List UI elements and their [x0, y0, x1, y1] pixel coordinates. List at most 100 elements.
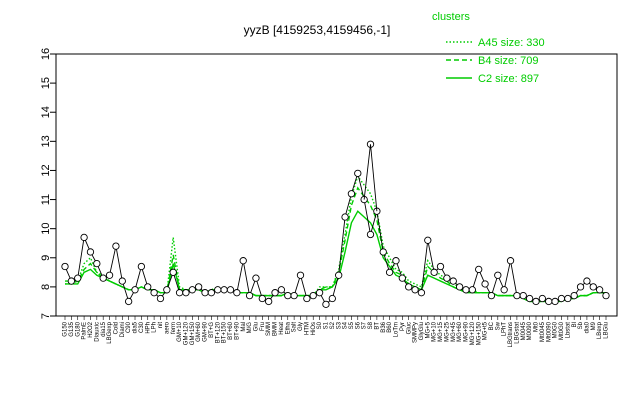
x-tick-label: LPh — [152, 322, 158, 333]
x-tick-label: MG+150 — [476, 321, 482, 345]
data-point — [258, 294, 266, 303]
data-point — [156, 294, 165, 303]
x-tick-label: C90 — [126, 321, 132, 333]
data-point — [315, 289, 324, 297]
data-point — [118, 277, 126, 285]
x-tick-label: Cold — [113, 322, 119, 334]
y-tick-label: 16 — [40, 48, 52, 60]
x-tick-label: H2O2 — [88, 321, 94, 337]
data-point — [309, 291, 317, 300]
data-point — [551, 297, 559, 306]
x-tick-label: GM+60 — [196, 321, 202, 342]
y-tick-label: 15 — [40, 77, 52, 89]
x-tick-label: HTM — [304, 322, 310, 335]
x-tick-label: MG+90 — [464, 321, 470, 342]
x-tick-label: Diauxic — [94, 322, 100, 342]
data-point — [468, 286, 476, 294]
legend-title: clusters — [432, 11, 470, 23]
data-point — [532, 297, 540, 306]
chart-title: yyzB [4159253,4159456,-1] — [244, 23, 391, 37]
x-tick-label: S2 — [330, 321, 336, 329]
x-tick-label: G180 — [75, 321, 81, 336]
x-tick-label: S1 — [324, 321, 330, 329]
data-point — [347, 190, 356, 198]
x-tick-label: Heat — [279, 322, 285, 335]
data-point — [462, 286, 470, 294]
x-tick-label: M0045 — [521, 321, 527, 340]
data-point — [436, 262, 445, 271]
data-point — [487, 291, 496, 300]
x-tick-label: BMM — [273, 322, 279, 336]
x-tick-label: B60 — [387, 321, 393, 332]
data-point — [284, 291, 292, 300]
data-point — [144, 283, 152, 291]
x-tick-label: dia5 — [133, 321, 139, 333]
y-tick-label: 12 — [40, 164, 52, 176]
data-point — [61, 262, 69, 271]
legend: clusters A45 size: 330 B4 size: 709 C2 siz… — [432, 11, 545, 85]
x-tick-label: BC — [489, 321, 495, 330]
x-tick-label: C30 — [139, 321, 145, 333]
data-point — [252, 274, 260, 282]
data-point — [366, 230, 375, 239]
data-point — [570, 291, 578, 300]
data-point — [481, 280, 489, 288]
x-tick-label: Fru — [260, 322, 266, 331]
x-tick-label: SMMPy — [413, 322, 419, 343]
legend-entry-label: C2 size: 897 — [478, 73, 539, 85]
data-point — [303, 294, 311, 303]
data-point — [67, 277, 76, 285]
data-point — [525, 294, 534, 303]
y-tick-label: 8 — [40, 284, 52, 290]
y-axis: 7 8 9 10 11 12 13 14 15 16 — [40, 48, 56, 319]
x-tick-label: LBGstat — [514, 322, 520, 344]
legend-entry-label: B4 size: 709 — [478, 55, 539, 67]
x-tick-label: BT+60 — [228, 321, 234, 340]
data-point — [354, 169, 362, 178]
x-tick-label: Salt — [292, 322, 298, 333]
x-tick-label: MG+15 — [438, 321, 444, 342]
data-point — [195, 283, 203, 291]
x-tick-label: dia15 — [101, 321, 107, 336]
y-tick-label: 10 — [40, 223, 52, 235]
data-point — [226, 286, 235, 294]
data-point — [124, 297, 133, 306]
data-point — [602, 291, 610, 300]
x-tick-label: PalmE — [82, 322, 88, 340]
x-tick-label: M0G0 — [553, 321, 559, 338]
x-tick-label: S7 — [362, 321, 368, 329]
data-point — [322, 300, 330, 309]
data-point — [545, 297, 553, 306]
x-tick-label: GM+10 — [177, 321, 183, 342]
x-tick-label: S5 — [349, 321, 355, 329]
data-point — [175, 289, 184, 297]
x-tick-label: nit — [158, 322, 164, 329]
x-tick-label: S6 — [355, 321, 361, 329]
x-tick-label: Diami — [120, 322, 126, 337]
x-tick-label: M/G — [247, 322, 253, 334]
x-tick-label: MG+t5 — [483, 321, 489, 340]
x-tick-label: M9 — [591, 321, 597, 330]
data-point — [214, 286, 222, 294]
x-tick-label: Gluc — [406, 322, 412, 334]
x-tick-label: Gly — [298, 322, 304, 331]
data-point — [417, 289, 426, 297]
x-tick-label: LBexp — [597, 321, 603, 339]
data-point — [513, 291, 521, 300]
y-tick-label: 7 — [40, 313, 52, 319]
data-point — [589, 283, 597, 291]
data-point — [411, 286, 419, 294]
x-tick-label: S4 — [343, 321, 349, 329]
x-tick-label: Sb — [578, 321, 584, 329]
data-point — [105, 271, 114, 279]
x-tick-label: BT+150 — [222, 321, 228, 343]
x-tick-label: Mt0045 — [540, 321, 546, 342]
data-point — [131, 286, 139, 294]
x-tick-label: MG+120 — [470, 321, 476, 345]
data-point — [207, 289, 216, 297]
y-tick-label: 14 — [40, 106, 52, 118]
x-tick-label: Mal — [241, 322, 247, 332]
data-point — [220, 286, 228, 294]
x-tick-label: Mt0 — [534, 321, 540, 332]
